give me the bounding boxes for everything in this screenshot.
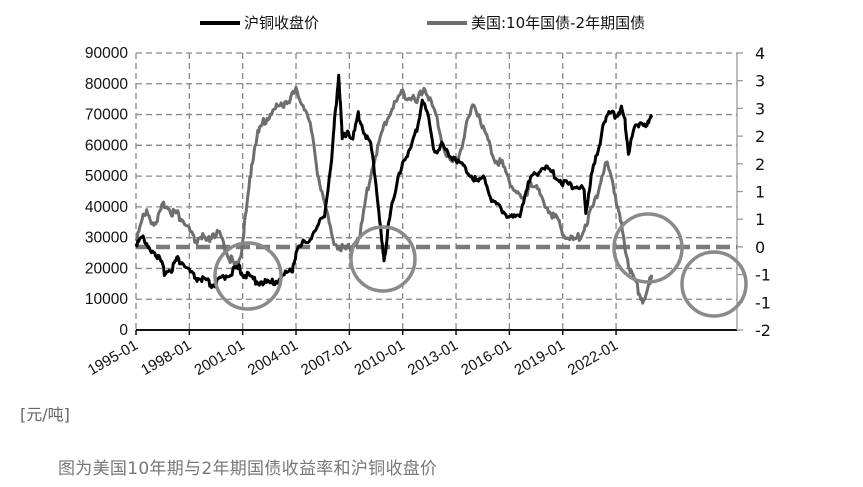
annotation-circle [612,212,684,284]
right-axis-tick-label: 1 [755,183,765,202]
x-axis-tick-label: 2019-01 [512,337,568,379]
x-axis-tick-label: 2013-01 [405,337,461,379]
annotation-circle [680,250,748,318]
x-axis-ticks: 1995-011998-012001-012004-012007-012010-… [85,330,621,379]
right-axis-tick-label: 4 [755,44,765,63]
spread-series-line [134,85,654,305]
right-axis-tick-label: 3 [755,72,765,91]
right-axis-ticks: 4 3 3 2 2 1 1 0 -1 -1 -2 [737,44,771,340]
left-axis-tick-label: 20000 [85,260,128,277]
legend-item-copper: 沪铜收盘价 [200,12,319,33]
x-axis-tick-label: 2004-01 [245,337,301,379]
left-axis-tick-label: 80000 [85,76,128,93]
right-axis-tick-label: -2 [755,321,771,340]
x-axis-tick-label: 2001-01 [191,337,247,379]
left-axis-tick-label: 60000 [85,137,128,154]
x-axis-tick-label: 1998-01 [138,337,194,379]
right-axis-tick-label: 3 [755,99,765,118]
copper-price-series-line [134,73,654,290]
left-axis-tick-label: 10000 [85,291,128,308]
x-axis-tick-label: 2007-01 [298,337,354,379]
right-axis-tick-label: 0 [755,238,765,257]
left-axis-tick-label: 0 [119,322,128,339]
figure-caption: 图为美国10年期与2年期国债收益率和沪铜收盘价 [58,459,438,479]
x-axis-tick-label: 2022-01 [565,337,621,379]
legend-swatch-copper [200,20,240,25]
left-axis-ticks: 0 10000 20000 30000 40000 50000 60000 70000 8000… [85,45,128,339]
x-axis-tick-label: 1995-01 [85,337,141,379]
right-axis-tick-label: 2 [755,155,765,174]
annotation-circles [213,212,748,318]
left-axis-unit-label: [元/吨] [20,405,70,424]
right-axis-tick-label: 1 [755,210,765,229]
left-axis-tick-label: 70000 [85,107,128,124]
left-axis-tick-label: 30000 [85,230,128,247]
right-axis-tick-label: -1 [755,266,771,285]
left-axis-tick-label: 90000 [85,45,128,62]
x-axis-tick-label: 2016-01 [458,337,514,379]
chart-legend: 沪铜收盘价 美国:10年国债-2年期国债 [0,12,863,36]
chart-plot: 0 10000 20000 30000 40000 50000 60000 70000 8000… [85,44,771,379]
left-axis-tick-label: 40000 [85,199,128,216]
x-axis-tick-label: 2010-01 [352,337,408,379]
right-axis-tick-label: 2 [755,127,765,146]
legend-label-copper: 沪铜收盘价 [244,14,320,32]
legend-label-spread: 美国:10年国债-2年期国债 [471,14,646,32]
legend-swatch-spread [427,20,467,25]
annotation-circle [349,225,417,293]
annotation-circle [213,241,283,311]
right-axis-tick-label: -1 [755,293,771,312]
legend-item-spread: 美国:10年国债-2年期国债 [427,12,645,33]
left-axis-tick-label: 50000 [85,168,128,185]
